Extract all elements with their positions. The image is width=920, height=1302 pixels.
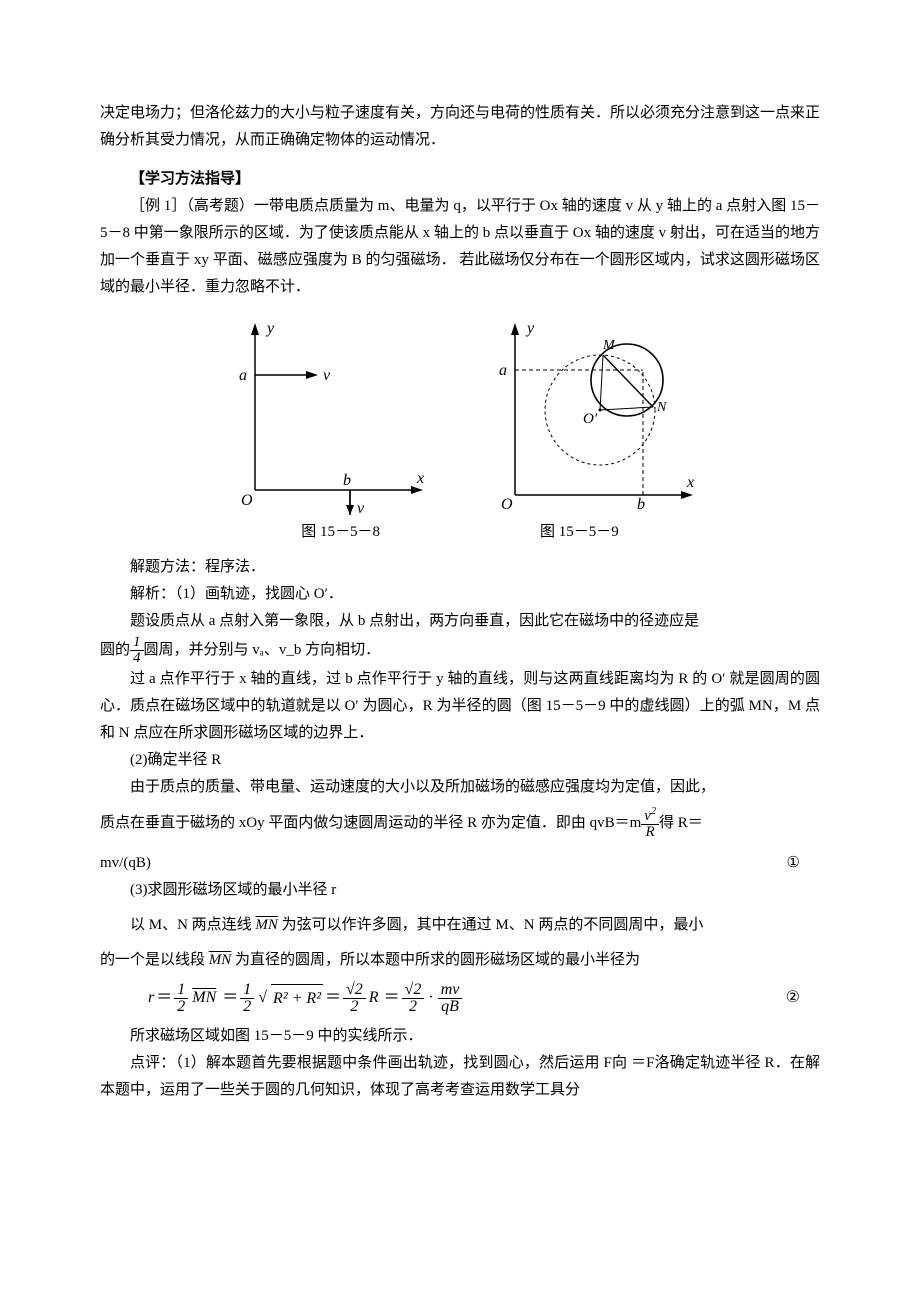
radius-head: (2)确定半径 R (100, 747, 820, 774)
eq-number-1: ① (787, 850, 820, 877)
figure-captions: 图 15－5－8 图 15－5－9 (100, 519, 820, 546)
comment-paragraph: 点评：（1）解本题首先要根据题中条件画出轨迹，找到圆心，然后运用 F向 ＝F洛确… (100, 1050, 820, 1104)
mn1-mid: 为弦可以作许多圆，其中在通过 M、N 两点的不同圆周中，最小 (282, 917, 704, 933)
result-R-row: mv/(qB) ① (100, 850, 820, 877)
radius-body: 由于质点的质量、带电量、运动速度的大小以及所加磁场的磁感应强度均为定值，因此， (100, 774, 820, 801)
analysis-head: 解析：（1）画轨迹，找圆心 O′． (100, 581, 820, 608)
quarter-pre: 圆的 (100, 637, 130, 664)
svg-text:y: y (525, 320, 535, 337)
svg-text:v: v (323, 367, 331, 384)
fraction-v2-over-R: v2R (641, 807, 659, 840)
final-den: qB (438, 999, 463, 1015)
svg-text:O: O (241, 492, 253, 509)
method-line: 解题方法：程序法． (100, 554, 820, 581)
mn2-pre: 的一个是以线段 (100, 952, 205, 968)
mn-overline-1: MN (255, 917, 278, 933)
trajectory-line: 题设质点从 a 点射入第一象限，从 b 点射出，两方向垂直，因此它在磁场中的径迹… (100, 608, 820, 635)
svg-text:N: N (656, 400, 667, 415)
svg-text:O: O (501, 496, 513, 513)
svg-text:M: M (602, 338, 616, 353)
svg-text:y: y (265, 320, 275, 337)
example-lead: ［例 1］（高考题）一带电质点质量为 m、电量为 q，以平行于 Ox 轴的速度 … (100, 193, 820, 301)
quarter-post: 圆周，并分别与 vₐ、v_b 方向相切． (144, 637, 381, 664)
fig-caption-right: 图 15－5－9 (540, 519, 619, 546)
center-paragraph: 过 a 点作平行于 x 轴的直线，过 b 点作平行于 y 轴的直线，则与这两直线… (100, 666, 820, 747)
intro-paragraph: 决定电场力；但洛伦兹力的大小与粒子速度有关，方向还与电荷的性质有关．所以必须充分… (100, 100, 820, 154)
qvb-line: 质点在垂直于磁场的 xOy 平面内做匀速圆周运动的半径 R 亦为定值．即由 qv… (100, 807, 820, 840)
svg-text:O′: O′ (583, 411, 598, 427)
figure-15-5-9: y x O a b O′ M N (475, 315, 705, 515)
mn-overline-eq: MN (192, 984, 216, 1013)
sqrt-inner: R² + R² (271, 984, 323, 1014)
svg-text:v: v (357, 500, 365, 515)
result-R-text: mv/(qB) (100, 850, 151, 877)
mn1-pre: 以 M、N 两点连线 (130, 917, 252, 933)
fig-caption-left: 图 15－5－8 (301, 519, 380, 546)
final-num: mv (438, 982, 463, 999)
equation-r: r＝ 12 MN ＝ 12 √ R² + R² ＝ √22 R＝ √22 · m… (148, 982, 820, 1015)
svg-text:x: x (686, 474, 694, 491)
fraction-one-quarter: 14 (130, 635, 144, 666)
mn-line-2: 的一个是以线段 MN 为直径的圆周，所以本题中所求的圆形磁场区域的最小半径为 (100, 947, 820, 974)
svg-text:x: x (416, 470, 424, 487)
eq-number-2: ② (786, 984, 820, 1013)
diagram-row: y x O a v b v y x O a b (100, 315, 820, 515)
mn-overline-2: MN (209, 952, 232, 968)
mn2-mid: 为直径的圆周，所以本题中所求的圆形磁场区域的最小半径为 (235, 952, 640, 968)
svg-text:b: b (637, 496, 645, 513)
min-r-head: (3)求圆形磁场区域的最小半径 r (100, 877, 820, 904)
qvb-pre: 质点在垂直于磁场的 xOy 平面内做匀速圆周运动的半径 R 亦为定值．即由 qv… (100, 810, 641, 837)
figure-15-5-8: y x O a v b v (215, 315, 435, 515)
quarter-circle-line: 圆的 14 圆周，并分别与 vₐ、v_b 方向相切． (100, 635, 820, 666)
svg-text:a: a (239, 367, 247, 384)
region-line: 所求磁场区域如图 15－5－9 中的实线所示． (100, 1023, 820, 1050)
mn-line-1: 以 M、N 两点连线 MN 为弦可以作许多圆，其中在通过 M、N 两点的不同圆周… (100, 912, 820, 939)
qvb-post: 得 R＝ (659, 810, 703, 837)
svg-text:b: b (343, 472, 351, 489)
svg-text:a: a (499, 362, 507, 379)
section-title: 【学习方法指导】 (100, 166, 820, 193)
